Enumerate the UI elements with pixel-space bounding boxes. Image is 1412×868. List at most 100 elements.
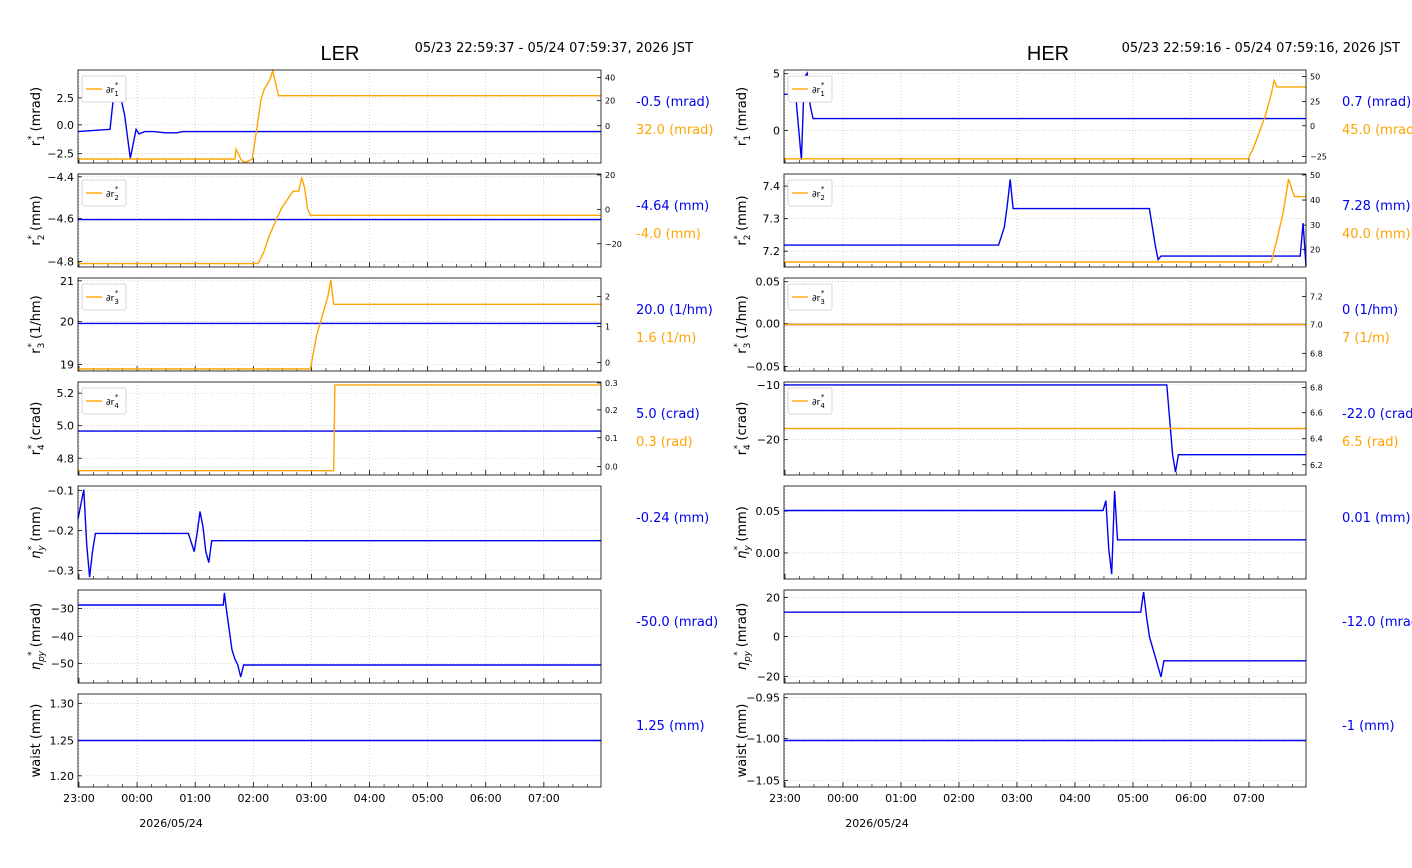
x-tick-label: 03:00 bbox=[296, 792, 328, 805]
axes-frame bbox=[77, 173, 602, 268]
value-readout-blue: 1.25 (mm) bbox=[636, 719, 705, 734]
y-tick-label: −2.5 bbox=[47, 148, 74, 161]
y-axis-label-sub: 2 bbox=[743, 235, 753, 241]
y2-tick-label: 6.2 bbox=[1310, 461, 1323, 470]
y-tick-label: 7.2 bbox=[763, 245, 781, 258]
time-range: 05/23 22:59:16 - 05/24 07:59:16, 2026 JS… bbox=[1122, 41, 1400, 56]
value-readout-orange: 45.0 (mrad) bbox=[1342, 123, 1412, 138]
y-tick-label: 20 bbox=[766, 591, 780, 604]
value-readout-orange: 7 (1/m) bbox=[1342, 331, 1390, 346]
legend-label: ∂r1* bbox=[106, 81, 119, 98]
y-tick-label: 0.00 bbox=[756, 318, 781, 331]
orange-series-line bbox=[78, 279, 601, 370]
axes-frame bbox=[783, 485, 1307, 580]
y2-tick-label: 50 bbox=[1310, 171, 1320, 180]
value-readout-blue: -0.5 (mrad) bbox=[636, 95, 710, 110]
y-axis-label-sub: 1 bbox=[37, 135, 47, 141]
axes-frame bbox=[783, 173, 1307, 268]
y-axis-label-star: * bbox=[733, 651, 743, 656]
y-tick-label: 21 bbox=[60, 275, 74, 288]
value-readout-orange: 1.6 (1/m) bbox=[636, 331, 696, 346]
y-tick-label: 0.05 bbox=[756, 276, 781, 289]
y-tick-label: −10 bbox=[757, 379, 780, 392]
y2-tick-label: 0 bbox=[605, 359, 610, 368]
blue-series-line bbox=[784, 591, 1306, 678]
y-axis-label-unit: (crad) bbox=[29, 402, 44, 445]
y-tick-label: −0.05 bbox=[746, 360, 780, 373]
date-label: 2026/05/24 bbox=[845, 817, 908, 830]
y-axis-label: r3* (1/hm) bbox=[733, 295, 753, 353]
y-axis-label: ηy* (mm) bbox=[27, 506, 47, 559]
legend: ∂r4* bbox=[787, 387, 833, 415]
y-tick-label: 5 bbox=[773, 68, 780, 81]
y-tick-label: −20 bbox=[757, 670, 780, 683]
y-axis-label-unit: (1/hm) bbox=[29, 295, 44, 343]
y-tick-label: 1.20 bbox=[50, 770, 75, 783]
value-readout-orange: 6.5 (rad) bbox=[1342, 435, 1399, 450]
y-axis-label-main: r bbox=[735, 449, 750, 455]
legend-label-star: * bbox=[821, 289, 825, 297]
y-tick-label: −0.1 bbox=[47, 485, 74, 498]
legend-label-sub: 3 bbox=[820, 298, 824, 306]
y-axis-label-unit: (mm) bbox=[29, 195, 44, 235]
y-axis-label-unit: (1/hm) bbox=[735, 295, 750, 343]
legend-label-star: * bbox=[821, 185, 825, 193]
blue-series-line bbox=[784, 384, 1306, 473]
value-readout-blue: 20.0 (1/hm) bbox=[636, 303, 713, 318]
legend: ∂r2* bbox=[787, 179, 833, 207]
y-axis-label-unit: (mrad) bbox=[29, 87, 44, 136]
y-axis-label-unit: (mm) bbox=[29, 704, 44, 744]
y-axis-label-sub: py bbox=[743, 650, 753, 663]
y-axis-label-star: * bbox=[27, 343, 37, 348]
legend-label-main: ∂r bbox=[812, 190, 821, 200]
y-axis-label-main: r bbox=[735, 348, 750, 354]
y2-tick-label: 0.0 bbox=[605, 463, 618, 472]
legend-label: ∂r2* bbox=[106, 185, 119, 202]
subplot: 1.30 1.25 1.20 waist (mm) 1.25 (mm) bbox=[29, 693, 705, 788]
legend: ∂r3* bbox=[787, 283, 833, 311]
legend-label-sub: 2 bbox=[820, 194, 824, 202]
y-axis-label-star: * bbox=[733, 235, 743, 240]
y-axis-label-main: η bbox=[735, 662, 750, 670]
y2-tick-label: 20 bbox=[1310, 245, 1320, 254]
y-axis-label-main: waist bbox=[29, 743, 44, 777]
y-axis-label-star: * bbox=[27, 651, 37, 656]
value-readout-blue: -1 (mm) bbox=[1342, 719, 1395, 734]
y-tick-label: 0.00 bbox=[756, 547, 781, 560]
value-readout-blue: 0.7 (mrad) bbox=[1342, 95, 1411, 110]
value-readout-orange: 0.3 (rad) bbox=[636, 435, 693, 450]
y2-tick-label: 20 bbox=[605, 97, 615, 106]
value-readout-blue: -12.0 (mrad) bbox=[1342, 615, 1412, 630]
y2-tick-label: 6.6 bbox=[1310, 409, 1323, 418]
panel-title: LER bbox=[321, 43, 360, 65]
y2-tick-label: 30 bbox=[1310, 221, 1320, 230]
y-axis-label-sub: 4 bbox=[743, 444, 753, 450]
y-axis-label-main: η bbox=[29, 662, 44, 670]
legend-label-sub: 1 bbox=[820, 90, 824, 98]
y-tick-label: 19 bbox=[60, 358, 74, 371]
legend-label: ∂r1* bbox=[812, 81, 825, 98]
axes-frame bbox=[783, 693, 1307, 788]
x-tick-label: 00:00 bbox=[121, 792, 153, 805]
legend-box bbox=[81, 75, 127, 103]
y-axis-label-unit: (mm) bbox=[29, 506, 44, 546]
panel-title: HER bbox=[1027, 43, 1069, 65]
y2-tick-label: 50 bbox=[1310, 73, 1320, 82]
legend-label-star: * bbox=[821, 393, 825, 401]
y-axis-label-unit: (mm) bbox=[735, 506, 750, 546]
legend-label-sub: 4 bbox=[820, 402, 825, 410]
y-tick-label: 5.0 bbox=[57, 420, 75, 433]
blue-series-line bbox=[784, 490, 1306, 575]
y-axis-label-main: r bbox=[29, 240, 44, 246]
legend-label-star: * bbox=[821, 81, 825, 89]
x-tick-label: 03:00 bbox=[1001, 792, 1033, 805]
subplot: 0.050.00−0.057.27.06.8∂r3*r3* (1/hm) 0 (1… bbox=[733, 276, 1398, 374]
y2-tick-label: 0.3 bbox=[605, 379, 618, 388]
axes-frame bbox=[77, 485, 602, 580]
y-axis-label-unit: (mrad) bbox=[735, 603, 750, 652]
x-tick-label: 00:00 bbox=[827, 792, 859, 805]
subplot: −10−206.86.66.46.2∂r4*r4* (crad) -22.0 (c… bbox=[733, 379, 1412, 476]
